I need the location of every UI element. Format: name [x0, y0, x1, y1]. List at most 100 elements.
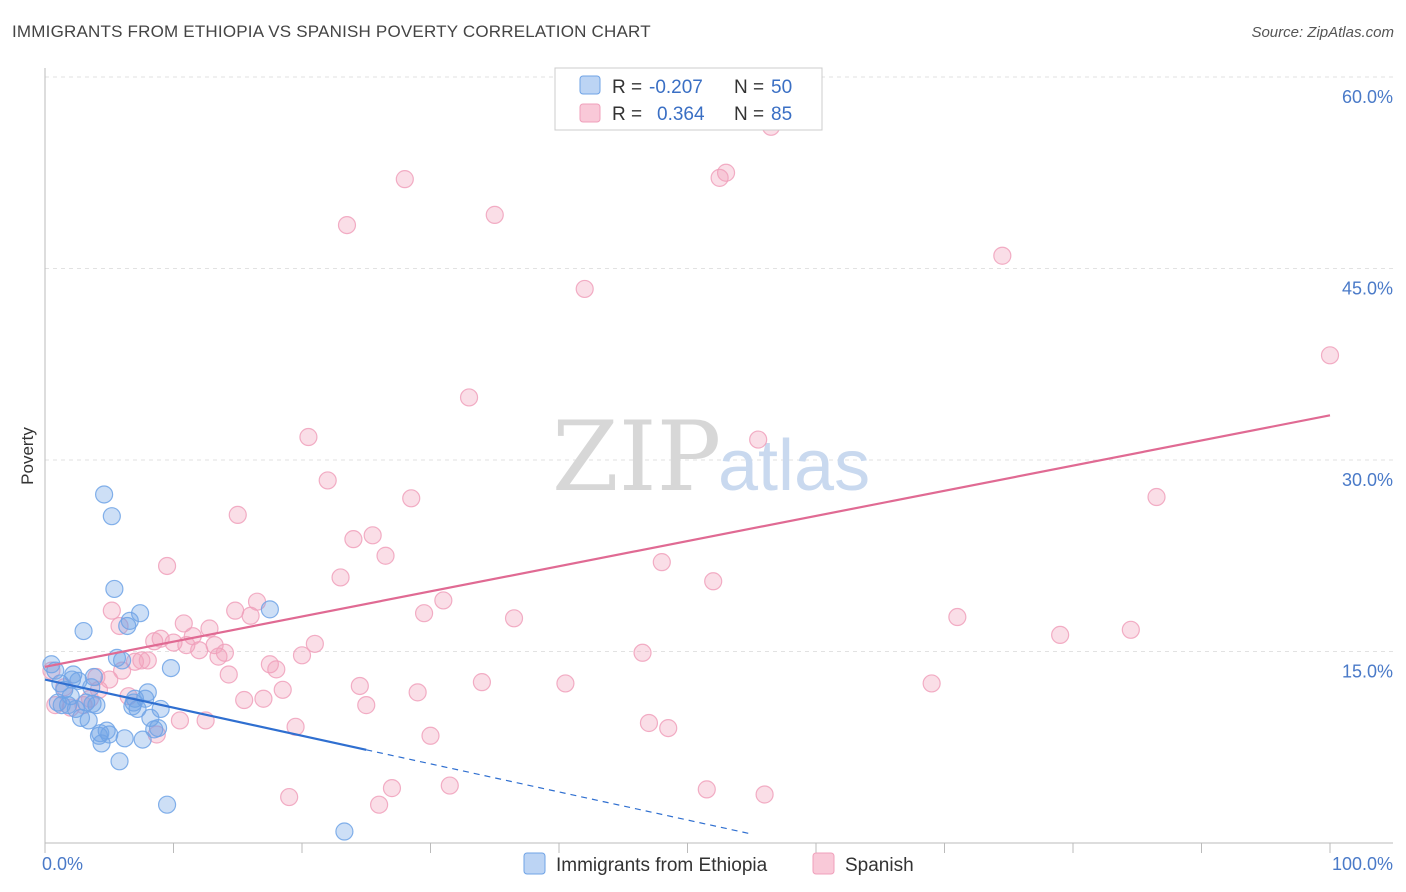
spanish-point	[697, 780, 716, 799]
spanish-point	[337, 215, 357, 235]
spanish-point	[174, 614, 193, 633]
spanish-point	[633, 643, 652, 662]
x-tick-label-min: 0.0%	[42, 854, 83, 874]
ethiopia-point	[115, 729, 134, 748]
spanish-point	[344, 530, 363, 549]
ethiopia-point	[110, 752, 129, 771]
spanish-point	[228, 505, 247, 524]
spanish-point	[639, 713, 659, 733]
spanish-point	[440, 776, 459, 795]
ethiopia-trend-line	[44, 678, 367, 751]
spanish-point	[755, 785, 774, 804]
spanish-point	[434, 591, 453, 610]
trend-lines	[44, 414, 1331, 835]
ethiopia-point	[74, 621, 93, 641]
spanish-point	[235, 690, 254, 710]
spanish-point	[402, 489, 421, 508]
ethiopia-point	[120, 611, 139, 630]
spanish-point	[575, 279, 594, 299]
spanish-point	[993, 246, 1012, 265]
ethiopia-point	[118, 616, 137, 636]
spanish-point	[102, 601, 121, 620]
spanish-point	[138, 651, 157, 670]
ethiopia-point	[91, 724, 110, 743]
ethiopia-point	[84, 667, 103, 687]
watermark: ZIP atlas	[552, 401, 870, 513]
axes	[44, 68, 1393, 853]
spanish-point	[170, 711, 190, 730]
spanish-point	[408, 683, 427, 702]
spanish-point	[749, 430, 768, 449]
spanish-point	[280, 787, 299, 807]
legend-r-value-ethiopia: -0.207	[649, 77, 703, 98]
spanish-point	[254, 689, 273, 708]
spanish-point	[147, 725, 166, 744]
spanish-points	[42, 117, 1340, 814]
spanish-point	[357, 696, 376, 715]
spanish-point	[215, 643, 234, 662]
legend-r-value-spanish: 0.364	[657, 104, 705, 125]
source-label: Source: ZipAtlas.com	[1251, 24, 1394, 41]
spanish-point	[382, 779, 402, 798]
ethiopia-point	[335, 822, 354, 841]
spanish-point	[267, 660, 286, 679]
spanish-point	[556, 674, 575, 693]
y-tick-labels: 15.0% 30.0% 45.0% 60.0%	[1342, 87, 1393, 682]
spanish-point	[922, 674, 941, 693]
watermark-atlas: atlas	[718, 426, 870, 506]
ethiopia-point	[148, 718, 168, 738]
spanish-trend-line	[44, 414, 1331, 668]
ethiopia-point	[112, 651, 132, 670]
series-legend-label-ethiopia: Immigrants from Ethiopia	[556, 855, 768, 876]
spanish-point	[350, 676, 369, 696]
spanish-point	[110, 616, 129, 636]
spanish-point	[485, 205, 504, 224]
ethiopia-point	[130, 604, 150, 623]
spanish-point	[704, 572, 723, 591]
spanish-point	[659, 718, 678, 738]
ethiopia-point	[133, 730, 152, 749]
y-axis-label: Poverty	[18, 427, 37, 485]
spanish-point	[292, 646, 312, 665]
spanish-point	[226, 601, 245, 620]
spanish-point	[504, 609, 524, 628]
ethiopia-point	[161, 658, 181, 678]
ethiopia-point	[141, 708, 160, 727]
spanish-point	[363, 526, 382, 545]
spanish-point	[205, 636, 224, 655]
spanish-point	[305, 634, 324, 653]
spanish-point	[414, 604, 434, 623]
legend-n-value-spanish: 85	[771, 104, 792, 125]
spanish-point	[1051, 625, 1070, 645]
spanish-point	[190, 641, 209, 660]
spanish-point	[331, 568, 350, 587]
spanish-point	[132, 651, 151, 670]
spanish-point	[219, 665, 238, 684]
ethiopia-trend-extension	[366, 749, 752, 835]
ethiopia-point	[105, 579, 124, 599]
spanish-point	[1320, 346, 1340, 365]
ethiopia-point	[95, 485, 114, 504]
legend-r-label-spanish: R =	[612, 104, 642, 125]
spanish-point	[459, 388, 479, 407]
spanish-point	[157, 556, 177, 576]
spanish-point	[273, 680, 292, 699]
legend-swatch-spanish	[579, 103, 601, 123]
spanish-point	[395, 170, 414, 189]
legend-r-label-ethiopia: R =	[612, 77, 642, 98]
stats-legend: R = -0.207 N = 50 R = 0.364 N = 85	[554, 67, 823, 131]
series-legend: Immigrants from Ethiopia Spanish	[523, 852, 914, 876]
legend-n-value-ethiopia: 50	[771, 77, 792, 98]
y-tick-label: 30.0%	[1342, 470, 1393, 490]
watermark-zip: ZIP	[552, 401, 721, 513]
spanish-point	[100, 670, 119, 689]
spanish-point	[1147, 487, 1166, 507]
gridlines	[45, 76, 1393, 652]
y-tick-label: 45.0%	[1342, 279, 1393, 299]
spanish-point	[46, 696, 65, 715]
spanish-point	[716, 163, 736, 182]
legend-n-label-ethiopia: N =	[734, 77, 764, 98]
ethiopia-point	[66, 699, 85, 719]
ethiopia-point	[102, 507, 121, 526]
